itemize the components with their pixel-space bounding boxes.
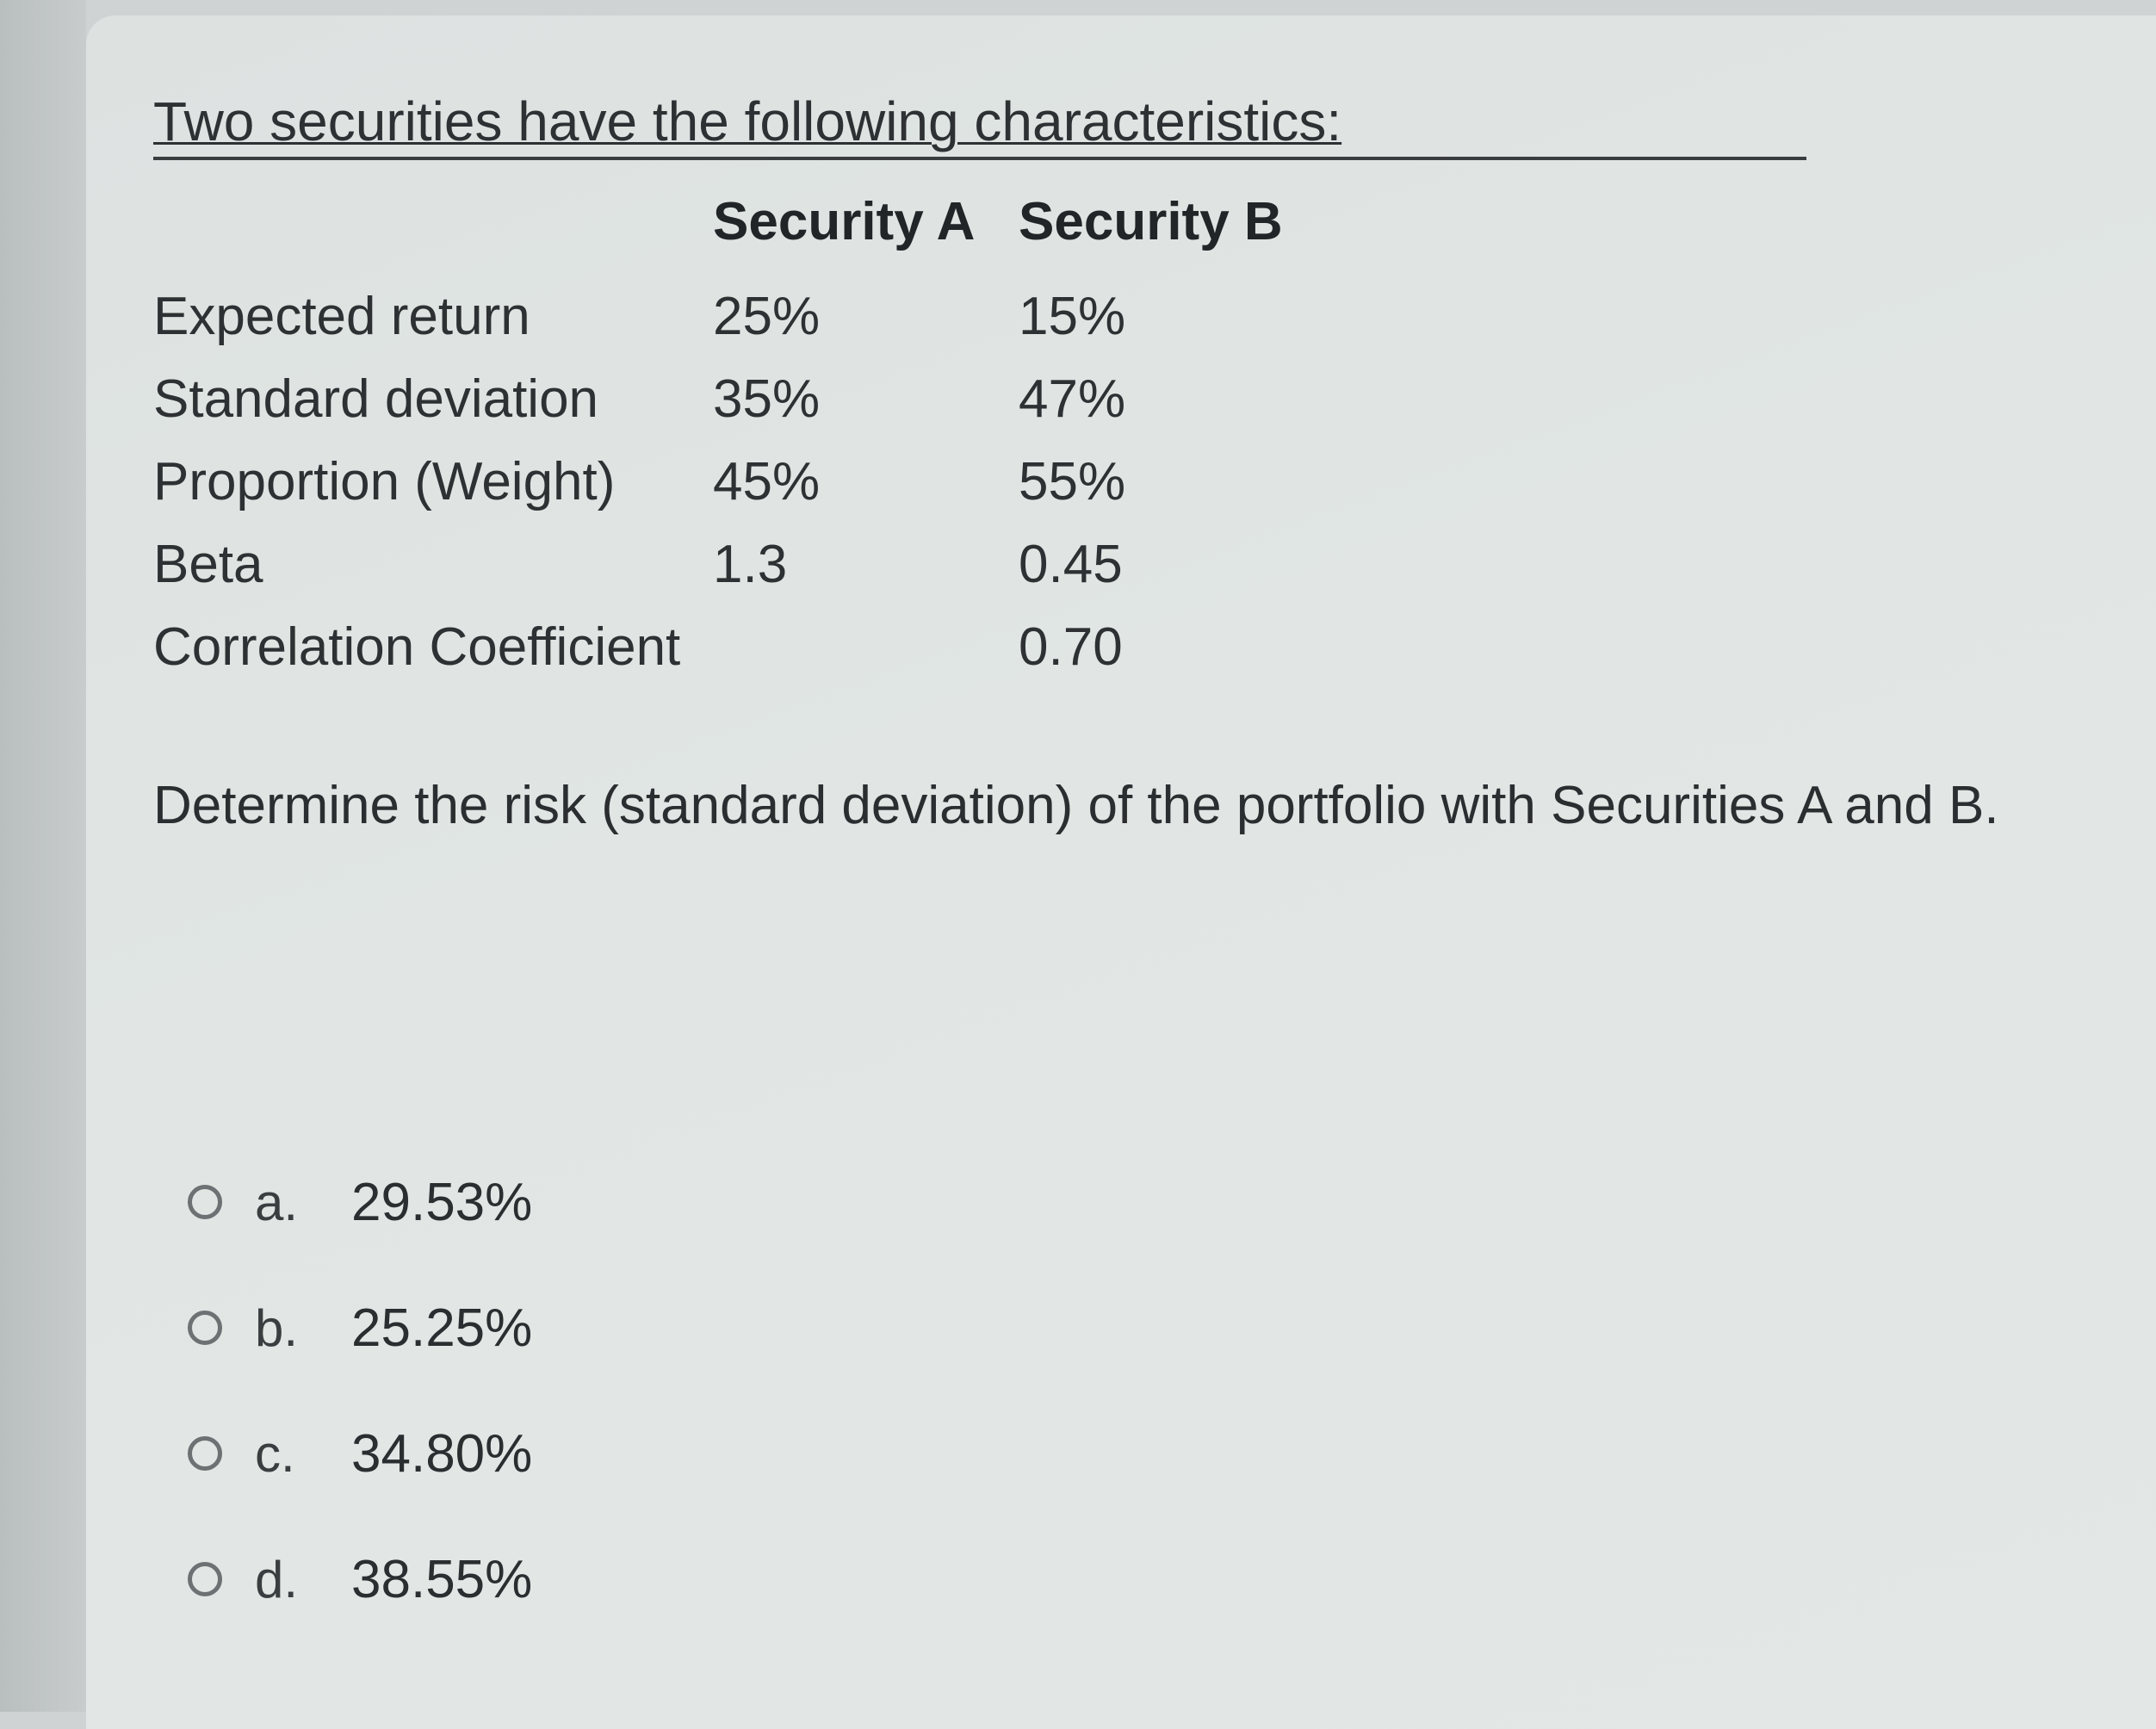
- row-label-beta: Beta: [153, 535, 263, 594]
- answer-option-a[interactable]: a. 29.53%: [188, 1168, 532, 1236]
- cell-standard-deviation-a: 35%: [713, 369, 821, 429]
- radio-button-icon[interactable]: [188, 1185, 222, 1219]
- answer-option-b[interactable]: b. 25.25%: [188, 1293, 532, 1362]
- option-value: 29.53%: [351, 1172, 533, 1232]
- cell-standard-deviation-b: 47%: [1019, 369, 1126, 429]
- question-card: [86, 15, 2156, 1729]
- answer-option-c[interactable]: c. 34.80%: [188, 1419, 532, 1488]
- background-edge: [0, 0, 86, 1712]
- question-title: Two securities have the following charac…: [153, 90, 1806, 160]
- cell-expected-return-b: 15%: [1019, 287, 1126, 346]
- radio-button-icon[interactable]: [188, 1436, 222, 1471]
- option-letter: c.: [255, 1424, 295, 1483]
- column-header-security-a: Security A: [713, 192, 976, 251]
- row-label-correlation-coefficient: Correlation Coefficient: [153, 617, 681, 677]
- row-label-proportion-weight: Proportion (Weight): [153, 452, 616, 511]
- cell-expected-return-a: 25%: [713, 287, 821, 346]
- option-value: 38.55%: [351, 1549, 533, 1609]
- cell-beta-a: 1.3: [713, 535, 788, 594]
- cell-proportion-weight-b: 55%: [1019, 452, 1126, 511]
- option-value: 25.25%: [351, 1298, 533, 1358]
- column-header-security-b: Security B: [1019, 192, 1283, 251]
- radio-button-icon[interactable]: [188, 1562, 222, 1596]
- cell-beta-b: 0.45: [1019, 535, 1123, 594]
- option-letter: d.: [255, 1550, 299, 1608]
- row-label-expected-return: Expected return: [153, 287, 530, 346]
- question-prompt: Determine the risk (standard deviation) …: [153, 776, 1999, 835]
- option-value: 34.80%: [351, 1423, 533, 1484]
- radio-button-icon[interactable]: [188, 1311, 222, 1345]
- answer-option-d[interactable]: d. 38.55%: [188, 1545, 532, 1614]
- row-label-standard-deviation: Standard deviation: [153, 369, 599, 429]
- option-letter: a.: [255, 1173, 299, 1231]
- question-title-text: Two securities have the following charac…: [153, 90, 1342, 152]
- cell-correlation-coefficient-b: 0.70: [1019, 617, 1123, 677]
- option-letter: b.: [255, 1298, 299, 1357]
- cell-proportion-weight-a: 45%: [713, 452, 821, 511]
